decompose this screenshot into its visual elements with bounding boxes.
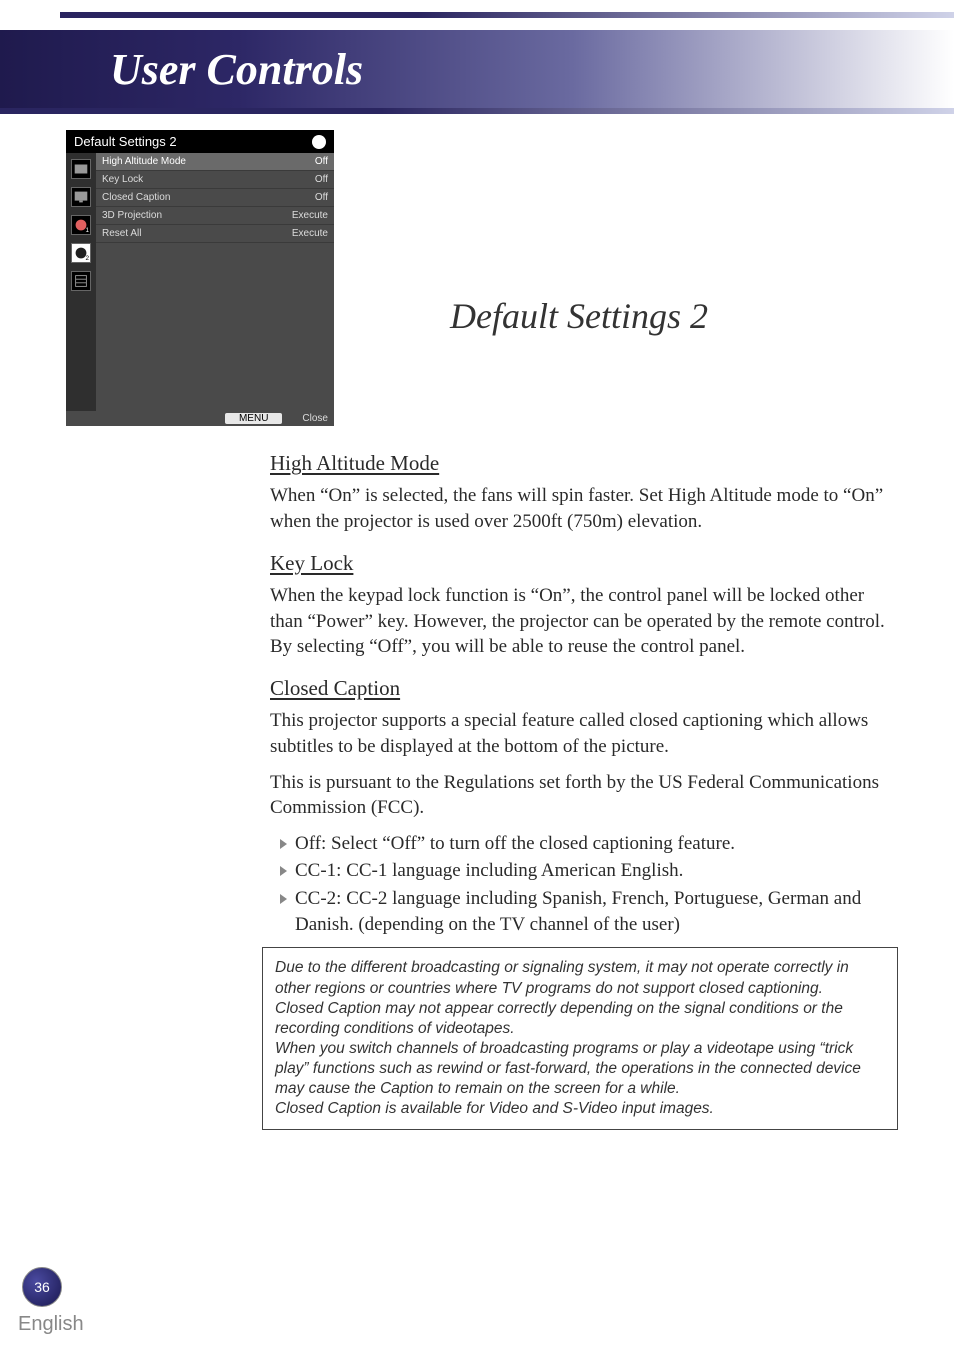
osd-row-label: Reset All (102, 228, 141, 239)
top-rule (60, 12, 954, 18)
osd-titlebar: Default Settings 2 (66, 130, 334, 153)
osd-row-value: Execute (292, 210, 328, 221)
section-title: Default Settings 2 (450, 295, 708, 337)
subhead-high-altitude: High Altitude Mode (256, 449, 890, 477)
bullet-item: Off: Select “Off” to turn off the closed… (280, 831, 890, 857)
osd-row[interactable]: 3D Projection Execute (96, 207, 334, 225)
osd-row[interactable]: Reset All Execute (96, 225, 334, 243)
close-button[interactable]: Close (302, 413, 328, 424)
note-box: Due to the different broadcasting or sig… (262, 947, 898, 1130)
bullet-text: CC-2: CC-2 language including Spanish, F… (295, 886, 890, 937)
osd-row-value: Off (315, 174, 328, 185)
bullet-item: CC-2: CC-2 language including Spanish, F… (280, 886, 890, 937)
sidebar-icon-settings2[interactable]: 2 (71, 243, 91, 263)
menu-button[interactable]: MENU (225, 413, 282, 424)
page-title: User Controls (110, 44, 363, 95)
page-footer: 36 English (18, 1267, 84, 1336)
osd-row-label: High Altitude Mode (102, 156, 186, 167)
osd-row-label: 3D Projection (102, 210, 162, 221)
para: This projector supports a special featur… (270, 708, 890, 759)
osd-row-label: Key Lock (102, 174, 143, 185)
subhead-key-lock: Key Lock (256, 549, 890, 577)
osd-footer: MENU Close (66, 411, 334, 426)
triangle-bullet-icon (280, 866, 287, 876)
svg-text:2: 2 (86, 255, 90, 262)
sidebar-icon-screen[interactable] (71, 187, 91, 207)
triangle-bullet-icon (280, 894, 287, 904)
note-line: Closed Caption is available for Video an… (275, 1099, 885, 1119)
osd-rows: High Altitude Mode Off Key Lock Off Clos… (96, 153, 334, 411)
note-line: Due to the different broadcasting or sig… (275, 958, 885, 998)
svg-text:1: 1 (86, 227, 90, 234)
osd-row[interactable]: Closed Caption Off (96, 189, 334, 207)
subhead-closed-caption: Closed Caption (256, 674, 890, 702)
sidebar-icon-settings1[interactable]: 1 (71, 215, 91, 235)
bullet-item: CC-1: CC-1 language including American E… (280, 858, 890, 884)
sidebar-icon-options[interactable] (71, 271, 91, 291)
para: This is pursuant to the Regulations set … (270, 770, 890, 821)
osd-row[interactable]: High Altitude Mode Off (96, 153, 334, 171)
bullet-text: CC-1: CC-1 language including American E… (295, 858, 683, 884)
bullet-list: Off: Select “Off” to turn off the closed… (280, 831, 890, 938)
header-banner: User Controls (0, 30, 954, 108)
nav-arrows-icon[interactable] (312, 135, 326, 149)
content-body: High Altitude Mode When “On” is selected… (270, 435, 890, 1130)
osd-row-value: Off (315, 156, 328, 167)
osd-row-label: Closed Caption (102, 192, 170, 203)
osd-row[interactable]: Key Lock Off (96, 171, 334, 189)
osd-sidebar: 1 2 (66, 153, 96, 411)
bullet-text: Off: Select “Off” to turn off the closed… (295, 831, 735, 857)
sidebar-icon-image[interactable] (71, 159, 91, 179)
osd-row-value: Execute (292, 228, 328, 239)
osd-title: Default Settings 2 (74, 134, 177, 149)
osd-row-value: Off (315, 192, 328, 203)
para: When “On” is selected, the fans will spi… (270, 483, 890, 534)
page-number: 36 (22, 1267, 62, 1307)
note-line: When you switch channels of broadcasting… (275, 1039, 885, 1099)
note-line: Closed Caption may not appear correctly … (275, 999, 885, 1039)
para: When the keypad lock function is “On”, t… (270, 583, 890, 660)
triangle-bullet-icon (280, 839, 287, 849)
osd-menu: Default Settings 2 1 2 High Altitude Mod… (66, 130, 334, 426)
header-underline (0, 108, 954, 114)
language-label: English (18, 1313, 84, 1336)
